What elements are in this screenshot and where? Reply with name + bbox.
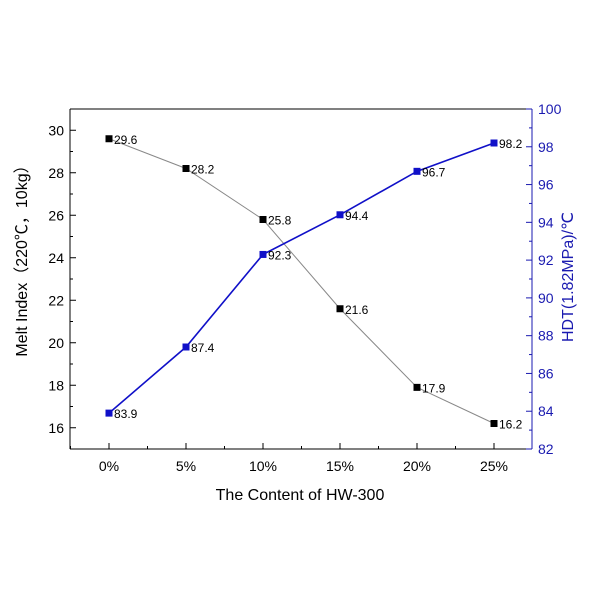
- axes: 16 18 20 22 24 26 28 30 82 84 86 88 90 92 94 96 98 100 0% 5…: [48, 101, 561, 474]
- y-right-tick-label: 100: [538, 101, 562, 117]
- series-1-marker: [413, 167, 421, 175]
- y-right-tick-label: 92: [538, 252, 554, 268]
- y-right-tick-label: 96: [538, 177, 554, 193]
- x-tick-label: 20%: [403, 458, 431, 474]
- series-1-data-label: 92.3: [268, 248, 292, 262]
- y-left-tick-label: 22: [48, 292, 64, 308]
- x-tick-label: 25%: [480, 458, 508, 474]
- series-0-data-label: 28.2: [191, 163, 215, 177]
- series-1-data-label: 83.9: [114, 407, 138, 421]
- series-1-data-label: 87.4: [191, 341, 215, 355]
- y-axis-left-title: Melt Index（220℃，10kg）: [13, 157, 31, 356]
- y-left-tick-label: 30: [48, 122, 64, 138]
- y-right-tick-label: 88: [538, 328, 554, 344]
- series-0-data-label: 21.6: [345, 303, 369, 317]
- y-right-tick-label: 98: [538, 139, 554, 155]
- x-axis-title: The Content of HW-300: [216, 487, 385, 504]
- y-right-tick-label: 84: [538, 403, 554, 419]
- y-right-tick-label: 94: [538, 214, 554, 230]
- series-1-marker: [105, 409, 113, 417]
- labels: 29.6 28.2 25.8 21.6 17.9 16.2 83.9 87.4 92.3 94.4…: [114, 133, 523, 432]
- series-0-marker: [259, 216, 267, 223]
- y-left-tick-label: 28: [48, 165, 64, 181]
- series-0-marker: [182, 165, 190, 172]
- y-right-tick-label: 90: [538, 290, 554, 306]
- series-1-marker: [336, 211, 344, 219]
- series-0-data-label: 17.9: [422, 381, 446, 395]
- series-1-marker: [259, 250, 267, 258]
- y-left-tick-label: 18: [48, 377, 64, 393]
- x-tick-label: 5%: [176, 458, 196, 474]
- y-left-tick-label: 24: [48, 250, 64, 266]
- series-1-data-label: 98.2: [499, 137, 523, 151]
- y-axis-right-title: HDT(1.82MPa)/℃: [560, 212, 577, 342]
- series-0-data-label: 16.2: [499, 418, 523, 432]
- y-left-tick-label: 20: [48, 335, 64, 351]
- series-0-marker: [413, 383, 421, 391]
- series-0-marker: [336, 305, 344, 313]
- y-right-tick-label: 82: [538, 441, 554, 457]
- series: [105, 135, 498, 427]
- series-0-marker: [105, 135, 113, 143]
- y-right-tick-label: 86: [538, 365, 554, 381]
- series-0-marker: [490, 420, 498, 427]
- x-tick-label: 10%: [249, 458, 277, 474]
- series-1-data-label: 94.4: [345, 209, 369, 223]
- series-1-marker: [490, 139, 498, 147]
- x-tick-label: 15%: [326, 458, 354, 474]
- y-left-tick-label: 26: [48, 207, 64, 223]
- x-tick-label: 0%: [99, 458, 119, 474]
- series-0-data-label: 29.6: [114, 133, 138, 147]
- series-1-data-label: 96.7: [422, 165, 446, 179]
- series-1-marker: [182, 343, 190, 351]
- series-1-line: [108, 142, 495, 414]
- series-0-line: [108, 138, 495, 424]
- y-left-tick-label: 16: [48, 420, 64, 436]
- series-0-data-label: 25.8: [268, 214, 292, 228]
